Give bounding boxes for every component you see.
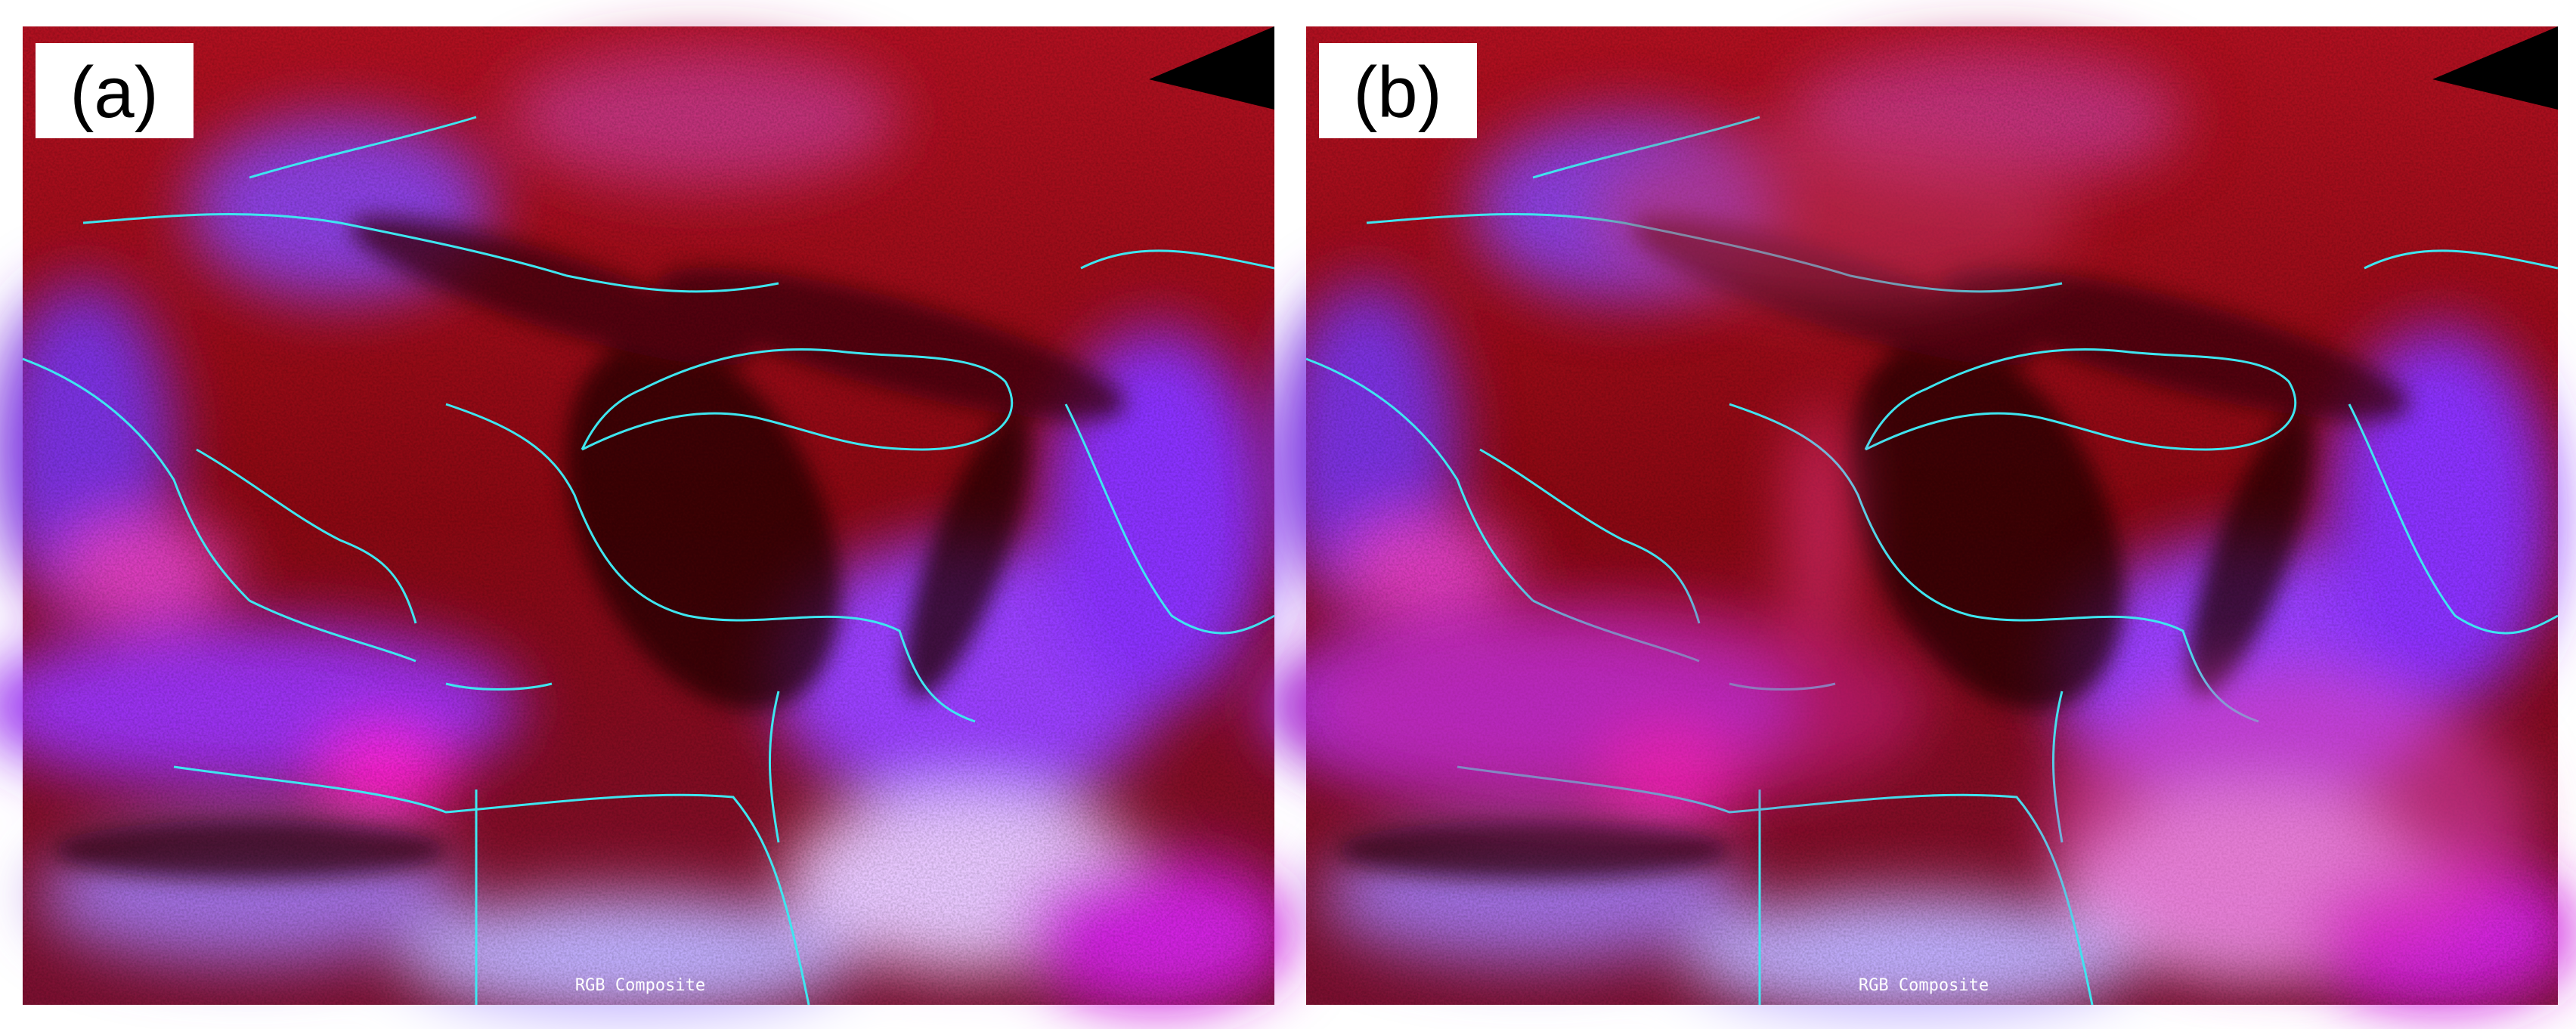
panel: (a) RGB Composite (0, 26, 1293, 1016)
satellite-image (0, 26, 1293, 1016)
label-box (36, 43, 194, 138)
image-overlay (1291, 125, 2531, 971)
panel: (b) RGB Composite (1261, 26, 2576, 1016)
panel-label: (a) (70, 52, 158, 133)
panel-label: (b) (1353, 52, 1441, 133)
image-caption: RGB Composite (575, 976, 705, 995)
label-box (1319, 43, 1477, 138)
image-caption: RGB Composite (1859, 976, 1989, 995)
